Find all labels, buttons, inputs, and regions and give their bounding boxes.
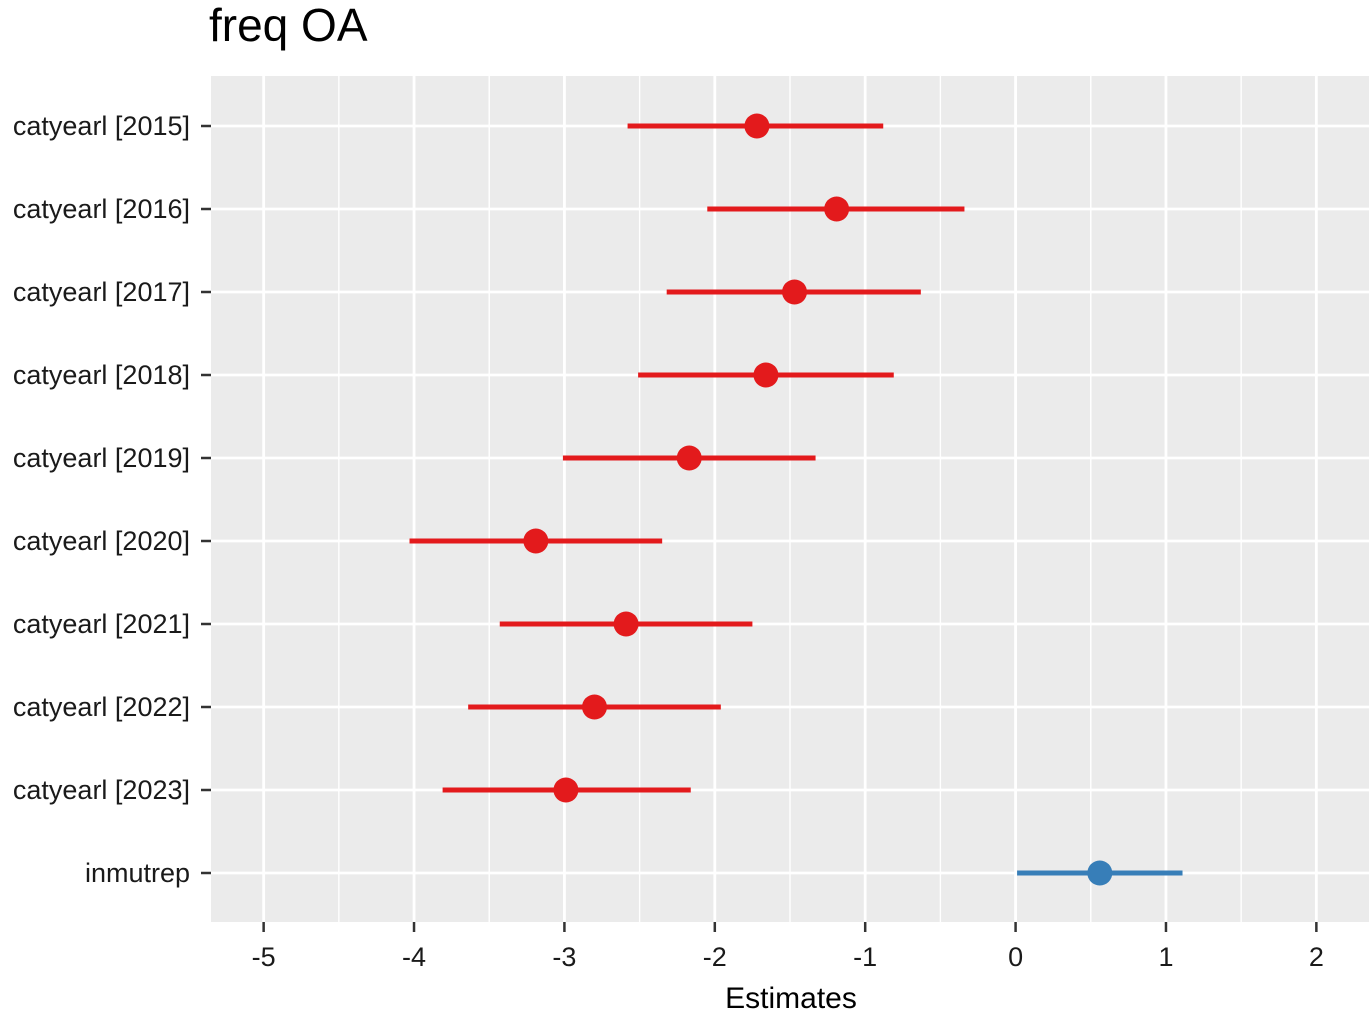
y-tick-label: catyearl [2020] xyxy=(13,526,190,556)
estimate-point xyxy=(581,694,607,720)
estimate-point xyxy=(613,611,639,637)
estimate-point xyxy=(553,777,579,803)
y-tick-label: inmutrep xyxy=(85,858,190,888)
y-tick-label: catyearl [2021] xyxy=(13,609,190,639)
y-tick-label: catyearl [2023] xyxy=(13,775,190,805)
x-tick-label: -5 xyxy=(252,942,276,972)
estimate-point xyxy=(782,279,808,305)
y-tick-label: catyearl [2017] xyxy=(13,277,190,307)
chart-title: freq OA xyxy=(209,0,368,51)
estimate-point xyxy=(753,362,779,388)
estimate-point xyxy=(676,445,702,471)
estimate-point xyxy=(824,196,850,222)
y-tick-label: catyearl [2022] xyxy=(13,692,190,722)
x-tick-label: -1 xyxy=(853,942,877,972)
estimate-point xyxy=(1087,860,1113,886)
y-tick-label: catyearl [2018] xyxy=(13,360,190,390)
x-axis-label: Estimates xyxy=(725,982,857,1009)
y-tick-label: catyearl [2019] xyxy=(13,443,190,473)
x-tick-label: -4 xyxy=(402,942,426,972)
plot-area: catyearl [2015] catyearl [2016] catyearl [… xyxy=(13,76,1369,972)
estimate-point xyxy=(523,528,549,554)
x-tick-label: -3 xyxy=(552,942,576,972)
y-tick-label: catyearl [2015] xyxy=(13,111,190,141)
x-tick-label: -2 xyxy=(703,942,727,972)
y-tick-label: catyearl [2016] xyxy=(13,194,190,224)
estimate-point xyxy=(744,113,770,139)
x-tick-label: 1 xyxy=(1158,942,1173,972)
x-tick-label: 2 xyxy=(1309,942,1324,972)
x-tick-label: 0 xyxy=(1008,942,1023,972)
